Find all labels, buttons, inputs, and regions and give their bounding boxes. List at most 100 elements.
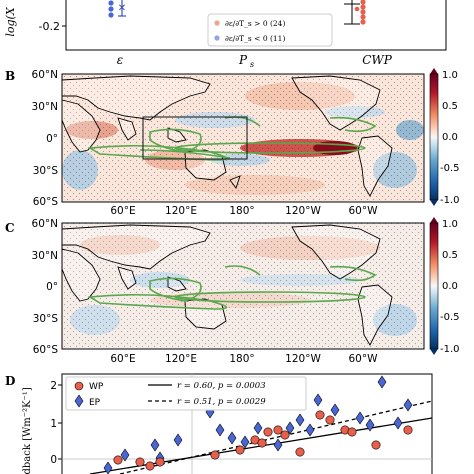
lat-label-c-0: 0° — [46, 281, 58, 293]
legend-negative: ∂ε/∂T_s < 0 (11) — [225, 34, 285, 43]
cbar-b-tick-05: 0.5 — [442, 101, 458, 112]
wp-region-box — [142, 116, 248, 160]
lon-label-c-180: 180° — [229, 353, 254, 365]
lat-label-b-0: 0° — [46, 133, 58, 145]
wp-marker — [113, 455, 123, 465]
ep-marker — [393, 416, 403, 430]
xtick-ps-sub: s — [250, 60, 254, 69]
regression-dashed — [119, 400, 433, 474]
lat-label-b-60s: 60°S — [33, 196, 59, 208]
ep-marker — [365, 418, 375, 432]
cbar-c-tick-1: 1.0 — [442, 219, 458, 230]
ep-marker — [273, 438, 283, 452]
colorbar-b: 1.0 0.5 0.0 -0.5 -1.0 — [429, 68, 460, 206]
cbar-b-tick-0: 0.0 — [442, 132, 458, 143]
ep-marker — [403, 398, 413, 412]
scatter-points — [103, 375, 413, 474]
legend-positive: ∂ε/∂T_s > 0 (24) — [225, 19, 285, 28]
ep-marker — [227, 431, 237, 445]
lat-label-b-30s: 30°S — [33, 165, 59, 177]
panel-a: log(X -0.2 ✕ ∂ε/∂T_s — [4, 0, 447, 69]
panel-d-ytick-0: 0 — [50, 454, 57, 466]
panel-a-ylabel: log(X — [4, 6, 17, 36]
ep-marker — [253, 421, 263, 435]
panel-d-ytick-1: 1 — [50, 418, 57, 430]
panel-d-ylabel: Feedback [Wm⁻²K⁻¹] — [22, 387, 33, 474]
ep-marker — [313, 393, 323, 407]
lat-label-b-60n: 60°N — [32, 69, 58, 81]
wp-marker — [257, 438, 267, 448]
lat-label-c-60s: 60°S — [33, 344, 59, 356]
lon-label-c-120w: 120°W — [285, 353, 321, 365]
xtick-ps: P — [238, 53, 248, 67]
wp-marker — [403, 425, 413, 435]
wp-marker — [280, 430, 290, 440]
svg-text:✕: ✕ — [118, 3, 126, 14]
wp-marker — [371, 440, 381, 450]
ep-marker — [173, 433, 183, 447]
legend-wp: WP — [89, 382, 104, 392]
lon-label-c-60w: 60°W — [349, 353, 379, 365]
ep-marker — [150, 438, 160, 452]
ep-marker — [103, 461, 113, 474]
ep-marker — [295, 413, 305, 427]
ep-marker — [377, 375, 387, 389]
wp-marker — [155, 457, 165, 467]
lon-label-b-120e: 120°E — [165, 205, 197, 217]
panel-d-frame — [61, 373, 433, 474]
cbar-c-tick-05: 0.5 — [442, 250, 458, 261]
epsilon-markers: ✕ — [108, 0, 126, 18]
cbar-b-tick-1: 1.0 — [442, 70, 458, 81]
xtick-cwp: CWP — [362, 53, 393, 67]
lon-label-b-180: 180° — [229, 205, 254, 217]
xtick-epsilon: ε — [117, 53, 123, 67]
ep-marker — [240, 435, 250, 449]
wp-marker — [235, 445, 245, 455]
panel-c: C — [5, 217, 460, 365]
lon-label-b-60w: 60°W — [349, 205, 379, 217]
panel-a-legend: ∂ε/∂T_s > 0 (24) ∂ε/∂T_s < 0 (11) — [207, 13, 333, 47]
colorbar-c: 1.0 0.5 0.0 -0.5 -1.0 — [429, 217, 460, 355]
wp-marker — [145, 461, 155, 471]
lon-label-b-60e: 60°E — [110, 205, 135, 217]
panel-b-letter: B — [5, 69, 15, 83]
panel-d-ytick-2: 2 — [50, 380, 57, 392]
ep-marker — [120, 448, 130, 462]
ep-marker — [355, 411, 365, 425]
panel-c-map — [61, 222, 425, 350]
legend-ep: EP — [89, 398, 101, 408]
cwp-markers — [344, 0, 366, 25]
lon-label-c-60e: 60°E — [110, 353, 135, 365]
ep-marker — [215, 423, 225, 437]
wp-marker — [135, 457, 145, 467]
wp-marker — [273, 425, 283, 435]
panel-b-map — [61, 73, 425, 203]
wp-marker — [325, 415, 335, 425]
lat-label-c-60n: 60°N — [32, 218, 58, 230]
cbar-c-tick-m05: -0.5 — [440, 312, 460, 323]
legend-solid-stats: r = 0.60, p = 0.0003 — [177, 381, 266, 391]
lat-label-b-30n: 30°N — [32, 101, 58, 113]
cbar-b-tick-m1: -1.0 — [440, 195, 460, 206]
ep-marker — [305, 423, 315, 437]
wp-marker — [347, 427, 357, 437]
ep-marker — [285, 421, 295, 435]
wp-marker — [210, 450, 220, 460]
panel-b: B — [5, 68, 460, 217]
panel-d-letter: D — [5, 374, 15, 388]
lat-label-c-30s: 30°S — [33, 313, 59, 325]
legend-dashed-stats: r = 0.51, p = 0.0029 — [177, 397, 266, 407]
lon-label-c-120e: 120°E — [165, 353, 197, 365]
cbar-b-tick-m05: -0.5 — [440, 163, 460, 174]
panel-a-frame — [65, 0, 447, 51]
ep-marker — [330, 403, 340, 417]
cbar-c-tick-m1: -1.0 — [440, 344, 460, 355]
wp-marker — [315, 410, 325, 420]
wp-marker — [263, 427, 273, 437]
panel-a-ytick: -0.2 — [39, 20, 60, 33]
lat-label-c-30n: 30°N — [32, 250, 58, 262]
cbar-c-tick-0: 0.0 — [442, 281, 458, 292]
panel-c-letter: C — [5, 221, 15, 235]
wp-marker — [295, 447, 305, 457]
